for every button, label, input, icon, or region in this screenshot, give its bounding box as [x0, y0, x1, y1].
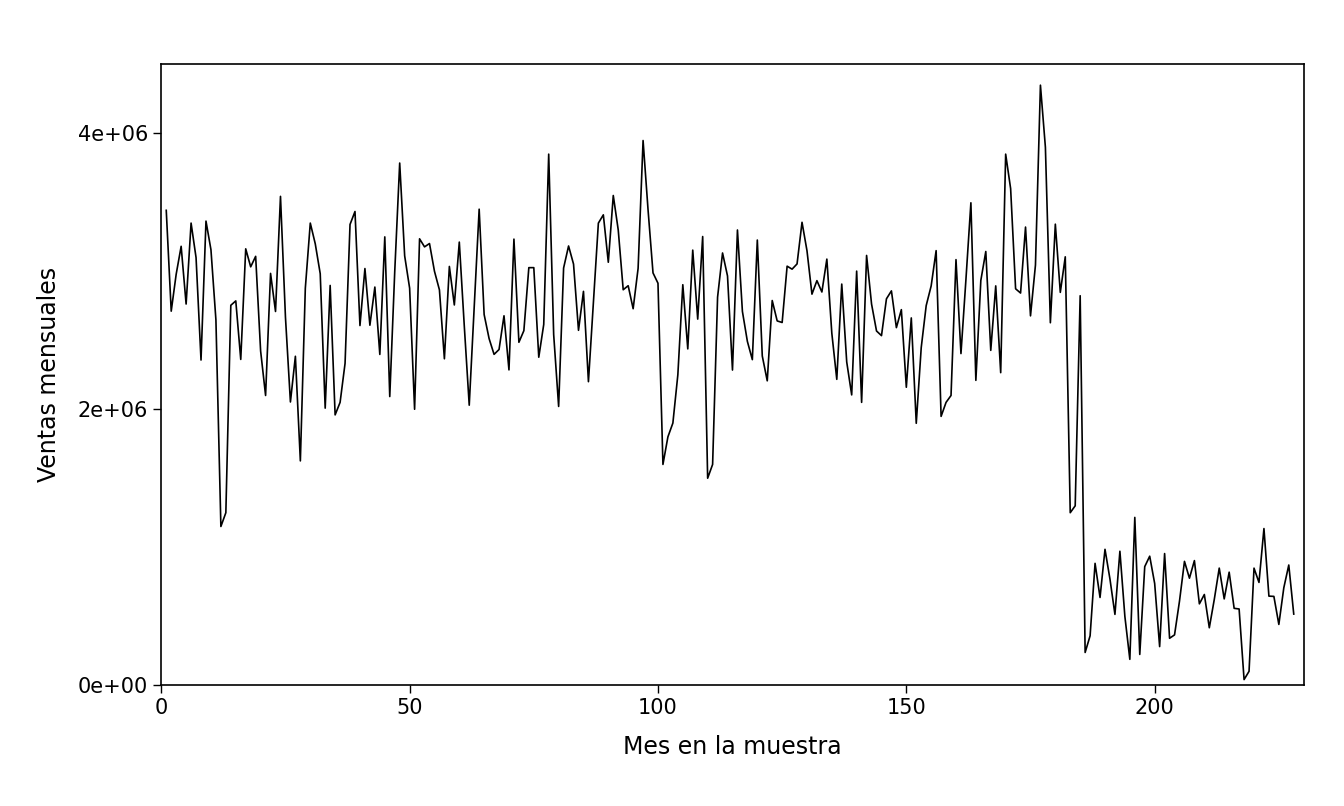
Y-axis label: Ventas mensuales: Ventas mensuales — [38, 268, 60, 482]
X-axis label: Mes en la muestra: Mes en la muestra — [624, 735, 841, 759]
